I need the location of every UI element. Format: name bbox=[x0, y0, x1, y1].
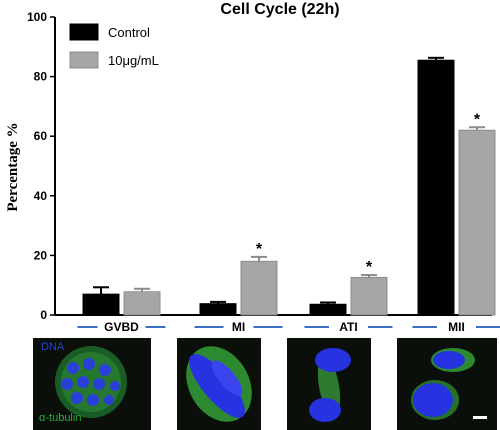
y-tick-label: 40 bbox=[34, 189, 48, 203]
chart-title: Cell Cycle (22h) bbox=[220, 1, 339, 18]
bar-mii-1 bbox=[458, 129, 496, 316]
y-tick-label: 0 bbox=[40, 308, 47, 322]
micrograph-mi bbox=[177, 338, 261, 430]
legend-label-1: 10μg/mL bbox=[108, 53, 159, 68]
bar-mii-0 bbox=[417, 59, 455, 316]
x-category-label: MI bbox=[232, 320, 245, 334]
y-tick-label: 20 bbox=[34, 248, 48, 262]
legend-label-0: Control bbox=[108, 25, 150, 40]
scale-bar bbox=[473, 416, 487, 419]
x-category-label: ATI bbox=[339, 320, 357, 334]
y-tick-label: 60 bbox=[34, 129, 48, 143]
bar-ati-0 bbox=[309, 303, 347, 316]
significance-mark: * bbox=[366, 259, 373, 276]
x-category-label: MII bbox=[448, 320, 465, 334]
significance-mark: * bbox=[256, 241, 263, 258]
y-axis-label: Percentage % bbox=[5, 122, 21, 211]
legend-swatch-1 bbox=[69, 51, 99, 69]
x-category-label: GVBD bbox=[104, 320, 139, 334]
bar-chart: Cell Cycle (22h) Percentage % 0 20 40 60 80 1… bbox=[5, 1, 500, 334]
y-tick-label: 80 bbox=[34, 70, 48, 84]
bar-mi-1 bbox=[240, 260, 278, 316]
micrograph-ati bbox=[287, 338, 371, 430]
micrograph-gvbd: DNA α-tubulin bbox=[33, 338, 151, 430]
dna-label: DNA bbox=[41, 341, 65, 353]
legend-swatch-0 bbox=[69, 23, 99, 41]
bars: * * * bbox=[82, 56, 496, 316]
y-tick-label: 100 bbox=[27, 10, 47, 24]
tubulin-label: α-tubulin bbox=[39, 412, 82, 424]
bar-ati-1 bbox=[350, 276, 388, 316]
significance-mark: * bbox=[474, 111, 481, 128]
bar-gvbd-1 bbox=[123, 291, 161, 316]
bar-gvbd-0 bbox=[82, 293, 120, 316]
legend: Control 10μg/mL bbox=[69, 23, 159, 69]
x-categories: GVBD MI ATI MII bbox=[77, 320, 500, 334]
micrograph-mii bbox=[397, 338, 497, 430]
bar-mi-0 bbox=[199, 303, 237, 316]
